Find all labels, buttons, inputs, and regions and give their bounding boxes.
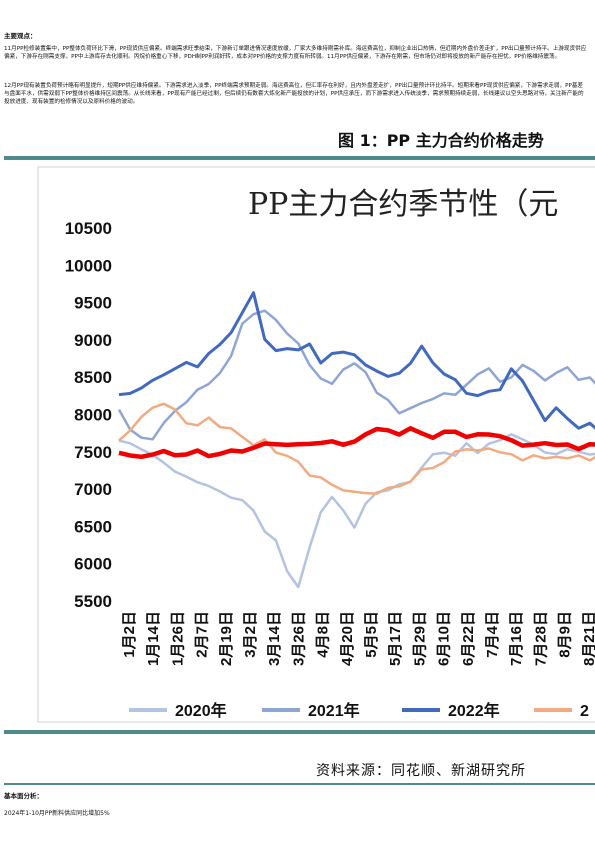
x-tick-label: 7月4日 — [484, 611, 501, 658]
chart-legend: 2020年 2021年 2022年 2 — [129, 701, 589, 720]
chart-image: PP主力合约季节性（元 10500 10000 9500 9000 8500 8000 75… — [4, 164, 595, 730]
paragraph-2: 12月PP现有装置负荷预计略有明显提升，短期PP供应维持偏紧。下游需求进入淡季，… — [4, 83, 584, 106]
figure-top-rule — [4, 156, 595, 160]
x-tick-label: 1月26日 — [169, 611, 186, 666]
y-tick-label: 8500 — [74, 368, 112, 387]
x-tick-label: 6月10日 — [436, 611, 453, 666]
x-tick-label: 6月22日 — [460, 611, 477, 666]
x-tick-label: 1月2日 — [121, 611, 138, 658]
legend-label: 2021年 — [308, 701, 360, 720]
y-tick-label: 8000 — [74, 406, 112, 425]
x-tick-label: 3月14日 — [266, 611, 283, 666]
x-tick-label: 5月5日 — [363, 611, 380, 658]
legend-label: 2 — [580, 703, 589, 720]
figure-bottom-rule — [4, 730, 595, 734]
x-tick-label: 7月28日 — [532, 611, 549, 666]
x-tick-label: 8月9日 — [557, 611, 574, 658]
y-tick-label: 9500 — [74, 294, 112, 313]
x-axis-ticks: 1月2日 1月14日 1月26日 2月7日 2月19日 3月2日 3月14日 3月26日 4月8… — [121, 611, 595, 666]
source-note: 资料来源：同花顺、新湖研究所 — [316, 763, 526, 779]
paragraph-1: 11月PP检修装置集中，PP整体负荷环比下滑，PP现货供应偏紧。终端需求旺季结束… — [4, 46, 587, 61]
x-tick-label: 2月19日 — [218, 611, 235, 666]
x-tick-label: 4月8日 — [315, 611, 332, 658]
chart-svg: PP主力合约季节性（元 10500 10000 9500 9000 8500 8000 75… — [37, 166, 595, 723]
x-tick-label: 3月2日 — [242, 611, 259, 658]
legend-label: 2020年 — [175, 701, 227, 720]
x-tick-label: 8月21日 — [581, 611, 595, 666]
y-tick-label: 7500 — [74, 443, 112, 462]
figure-title: 图 1：PP 主力合约价格走势 — [338, 131, 544, 150]
x-tick-label: 5月29日 — [411, 611, 428, 666]
y-axis-ticks: 10500 10000 9500 9000 8500 8000 7500 7000 6500 60… — [65, 219, 112, 611]
series-line-2 — [117, 309, 595, 441]
series-line-5 — [118, 426, 595, 460]
chart-title: PP主力合约季节性（元 — [248, 187, 558, 222]
source-rule — [4, 783, 595, 785]
y-tick-label: 7000 — [74, 480, 112, 499]
x-tick-label: 4月20日 — [339, 611, 356, 666]
x-tick-label: 1月14日 — [145, 611, 162, 666]
x-tick-label: 3月26日 — [290, 611, 307, 666]
x-tick-label: 2月7日 — [194, 611, 211, 658]
series-line-1 — [118, 433, 595, 589]
y-tick-label: 10500 — [65, 219, 112, 238]
y-tick-label: 5500 — [74, 592, 112, 611]
y-tick-label: 6500 — [74, 517, 112, 536]
y-tick-label: 9000 — [74, 331, 112, 350]
y-tick-label: 6000 — [74, 555, 112, 574]
main-points-heading: 主要观点： — [4, 32, 37, 40]
legend-label: 2022年 — [448, 701, 500, 720]
basic-analysis-heading: 基本面分析： — [4, 792, 43, 800]
x-tick-label: 5月17日 — [387, 611, 404, 666]
y-tick-label: 10000 — [65, 256, 112, 275]
series-lines — [117, 291, 595, 589]
footer-text: 2024年1-10月PP新料供应同比增加5% — [4, 810, 110, 817]
series-line-4 — [118, 402, 595, 495]
x-tick-label: 7月16日 — [508, 611, 525, 666]
series-line-3 — [118, 291, 595, 430]
